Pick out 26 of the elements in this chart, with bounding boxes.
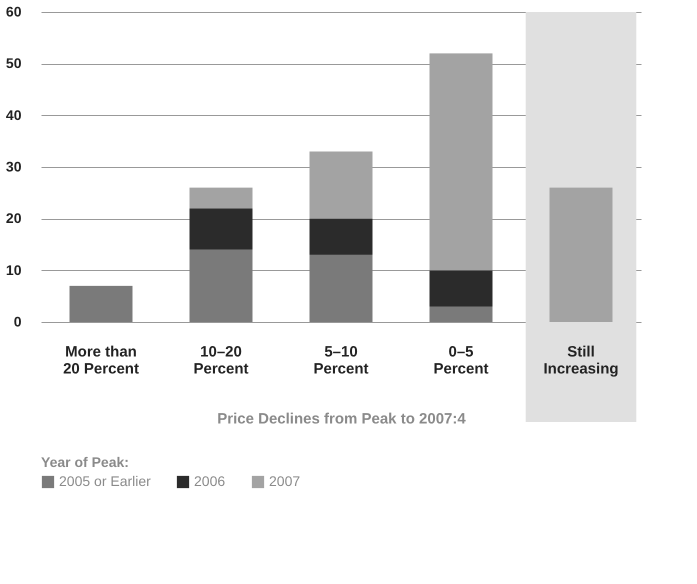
x-tick-label: More than 20 Percent — [63, 344, 139, 378]
y-tick-label: 10 — [6, 262, 22, 278]
x-tick-label: 10–20 Percent — [193, 344, 249, 378]
bar — [70, 286, 132, 322]
y-tick-label: 30 — [6, 158, 22, 174]
y-tick-label: 60 — [6, 4, 22, 20]
x-tick-label: Still Increasing — [543, 344, 619, 378]
bar — [310, 254, 372, 322]
legend-label: 2006 — [194, 473, 226, 489]
legend-title: Year of Peak: — [41, 454, 129, 470]
bar — [310, 218, 372, 255]
bar — [430, 306, 492, 322]
x-tick-label: 5–10 Percent — [313, 344, 369, 378]
x-axis-title: Price Declines from Peak to 2007:4 — [217, 410, 466, 428]
y-tick-label: 50 — [6, 55, 22, 72]
bar — [190, 208, 252, 250]
x-tick-label: 0–5 Percent — [433, 344, 489, 378]
bar — [190, 188, 252, 208]
bar — [550, 188, 612, 322]
bar — [190, 250, 252, 322]
y-tick-label: 0 — [14, 314, 22, 330]
y-tick-label: 20 — [6, 210, 22, 226]
bar — [430, 270, 492, 306]
legend-label: 2005 or Earlier — [59, 473, 152, 489]
legend-label: 2007 — [269, 473, 300, 489]
y-tick-label: 40 — [6, 106, 22, 123]
